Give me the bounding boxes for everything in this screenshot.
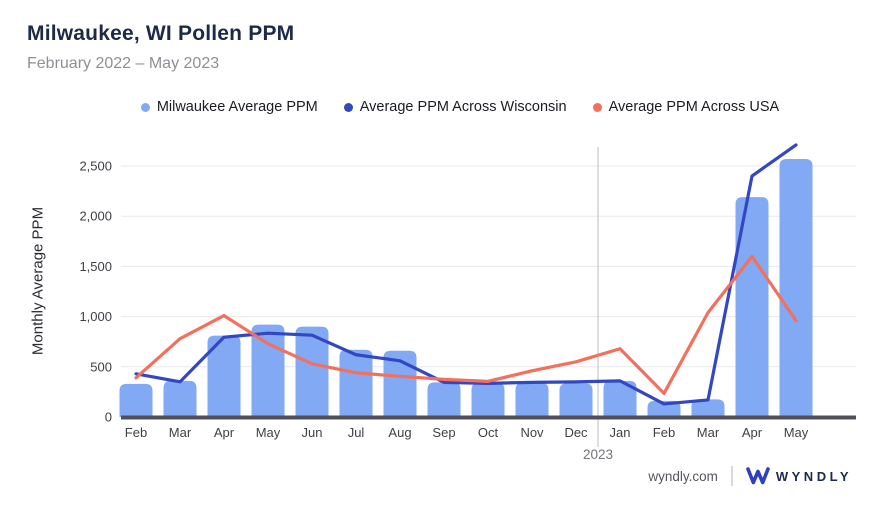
wyndly-w-icon — [746, 467, 770, 485]
page-title: Milwaukee, WI Pollen PPM — [27, 22, 295, 45]
y-tick-label: 500 — [90, 359, 112, 374]
bar-sep-2022[interactable] — [427, 382, 461, 417]
bar-may-2023[interactable] — [779, 158, 813, 418]
bar-jan-2023[interactable] — [603, 380, 637, 417]
bar-feb-2022[interactable] — [119, 383, 153, 417]
bar-mar-2022[interactable] — [163, 380, 197, 417]
bar-jun-2022[interactable] — [295, 326, 329, 417]
x-tick-label: Aug — [388, 425, 411, 440]
bar-aug-2022[interactable] — [383, 350, 417, 417]
y-tick-label: 1,500 — [79, 259, 112, 274]
footer: wyndly.com WYNDLY — [648, 466, 852, 486]
bar-apr-2022[interactable] — [207, 335, 241, 417]
x-tick-label: Jan — [610, 425, 631, 440]
x-axis-line — [121, 415, 856, 420]
wyndly-logo[interactable]: WYNDLY — [746, 467, 852, 485]
x-tick-label: Mar — [697, 425, 720, 440]
legend-label: Average PPM Across Wisconsin — [359, 99, 567, 115]
y-tick-label: 2,500 — [79, 159, 112, 174]
footer-divider — [730, 466, 733, 486]
x-tick-label: Sep — [432, 425, 455, 440]
bar-may-2022[interactable] — [251, 324, 285, 417]
bar-feb-2023[interactable] — [647, 400, 681, 417]
bar-oct-2022[interactable] — [471, 382, 505, 417]
date-range-subtitle: February 2022 – May 2023 — [27, 55, 220, 72]
legend-dot-usa-icon — [592, 102, 602, 112]
line-series-average-ppm-across-usa — [134, 254, 798, 396]
legend-label: Average PPM Across USA — [608, 99, 780, 115]
x-tick-label: Feb — [125, 425, 147, 440]
year-label: 2023 — [583, 447, 613, 462]
header: Milwaukee, WI Pollen PPM February 2022 –… — [27, 22, 294, 73]
x-tick-label: Jun — [302, 425, 323, 440]
x-tick-label: Oct — [478, 425, 499, 440]
x-tick-label: Apr — [214, 425, 235, 440]
x-tick-label: Feb — [653, 425, 675, 440]
x-tick-label: Dec — [564, 425, 588, 440]
x-tick-label: Mar — [169, 425, 192, 440]
line-series-average-ppm-across-wisconsin — [134, 143, 798, 406]
legend-item-wisconsin[interactable]: Average PPM Across Wisconsin — [343, 99, 567, 115]
legend-item-usa[interactable]: Average PPM Across USA — [592, 99, 780, 115]
wyndly-wordmark: WYNDLY — [775, 468, 852, 484]
chart-legend: Milwaukee Average PPM Average PPM Across… — [40, 99, 880, 115]
x-tick-label: Apr — [742, 425, 763, 440]
bar-jul-2022[interactable] — [339, 349, 373, 417]
footer-site-link[interactable]: wyndly.com — [648, 468, 718, 484]
x-tick-label: May — [256, 425, 281, 440]
legend-item-milwaukee[interactable]: Milwaukee Average PPM — [140, 99, 318, 115]
legend-dot-milwaukee-icon — [140, 102, 150, 112]
legend-label: Milwaukee Average PPM — [156, 99, 318, 115]
x-tick-label: Jul — [348, 425, 365, 440]
bar-apr-2023[interactable] — [735, 197, 769, 417]
y-tick-label: 0 — [105, 410, 112, 425]
x-tick-label: Nov — [520, 425, 544, 440]
bar-mar-2023[interactable] — [691, 399, 725, 417]
legend-dot-wisconsin-icon — [343, 102, 353, 112]
x-tick-label: May — [784, 425, 809, 440]
y-tick-label: 1,000 — [79, 309, 112, 324]
y-tick-label: 2,000 — [79, 209, 112, 224]
bar-dec-2022[interactable] — [559, 383, 593, 417]
bar-nov-2022[interactable] — [515, 382, 549, 417]
